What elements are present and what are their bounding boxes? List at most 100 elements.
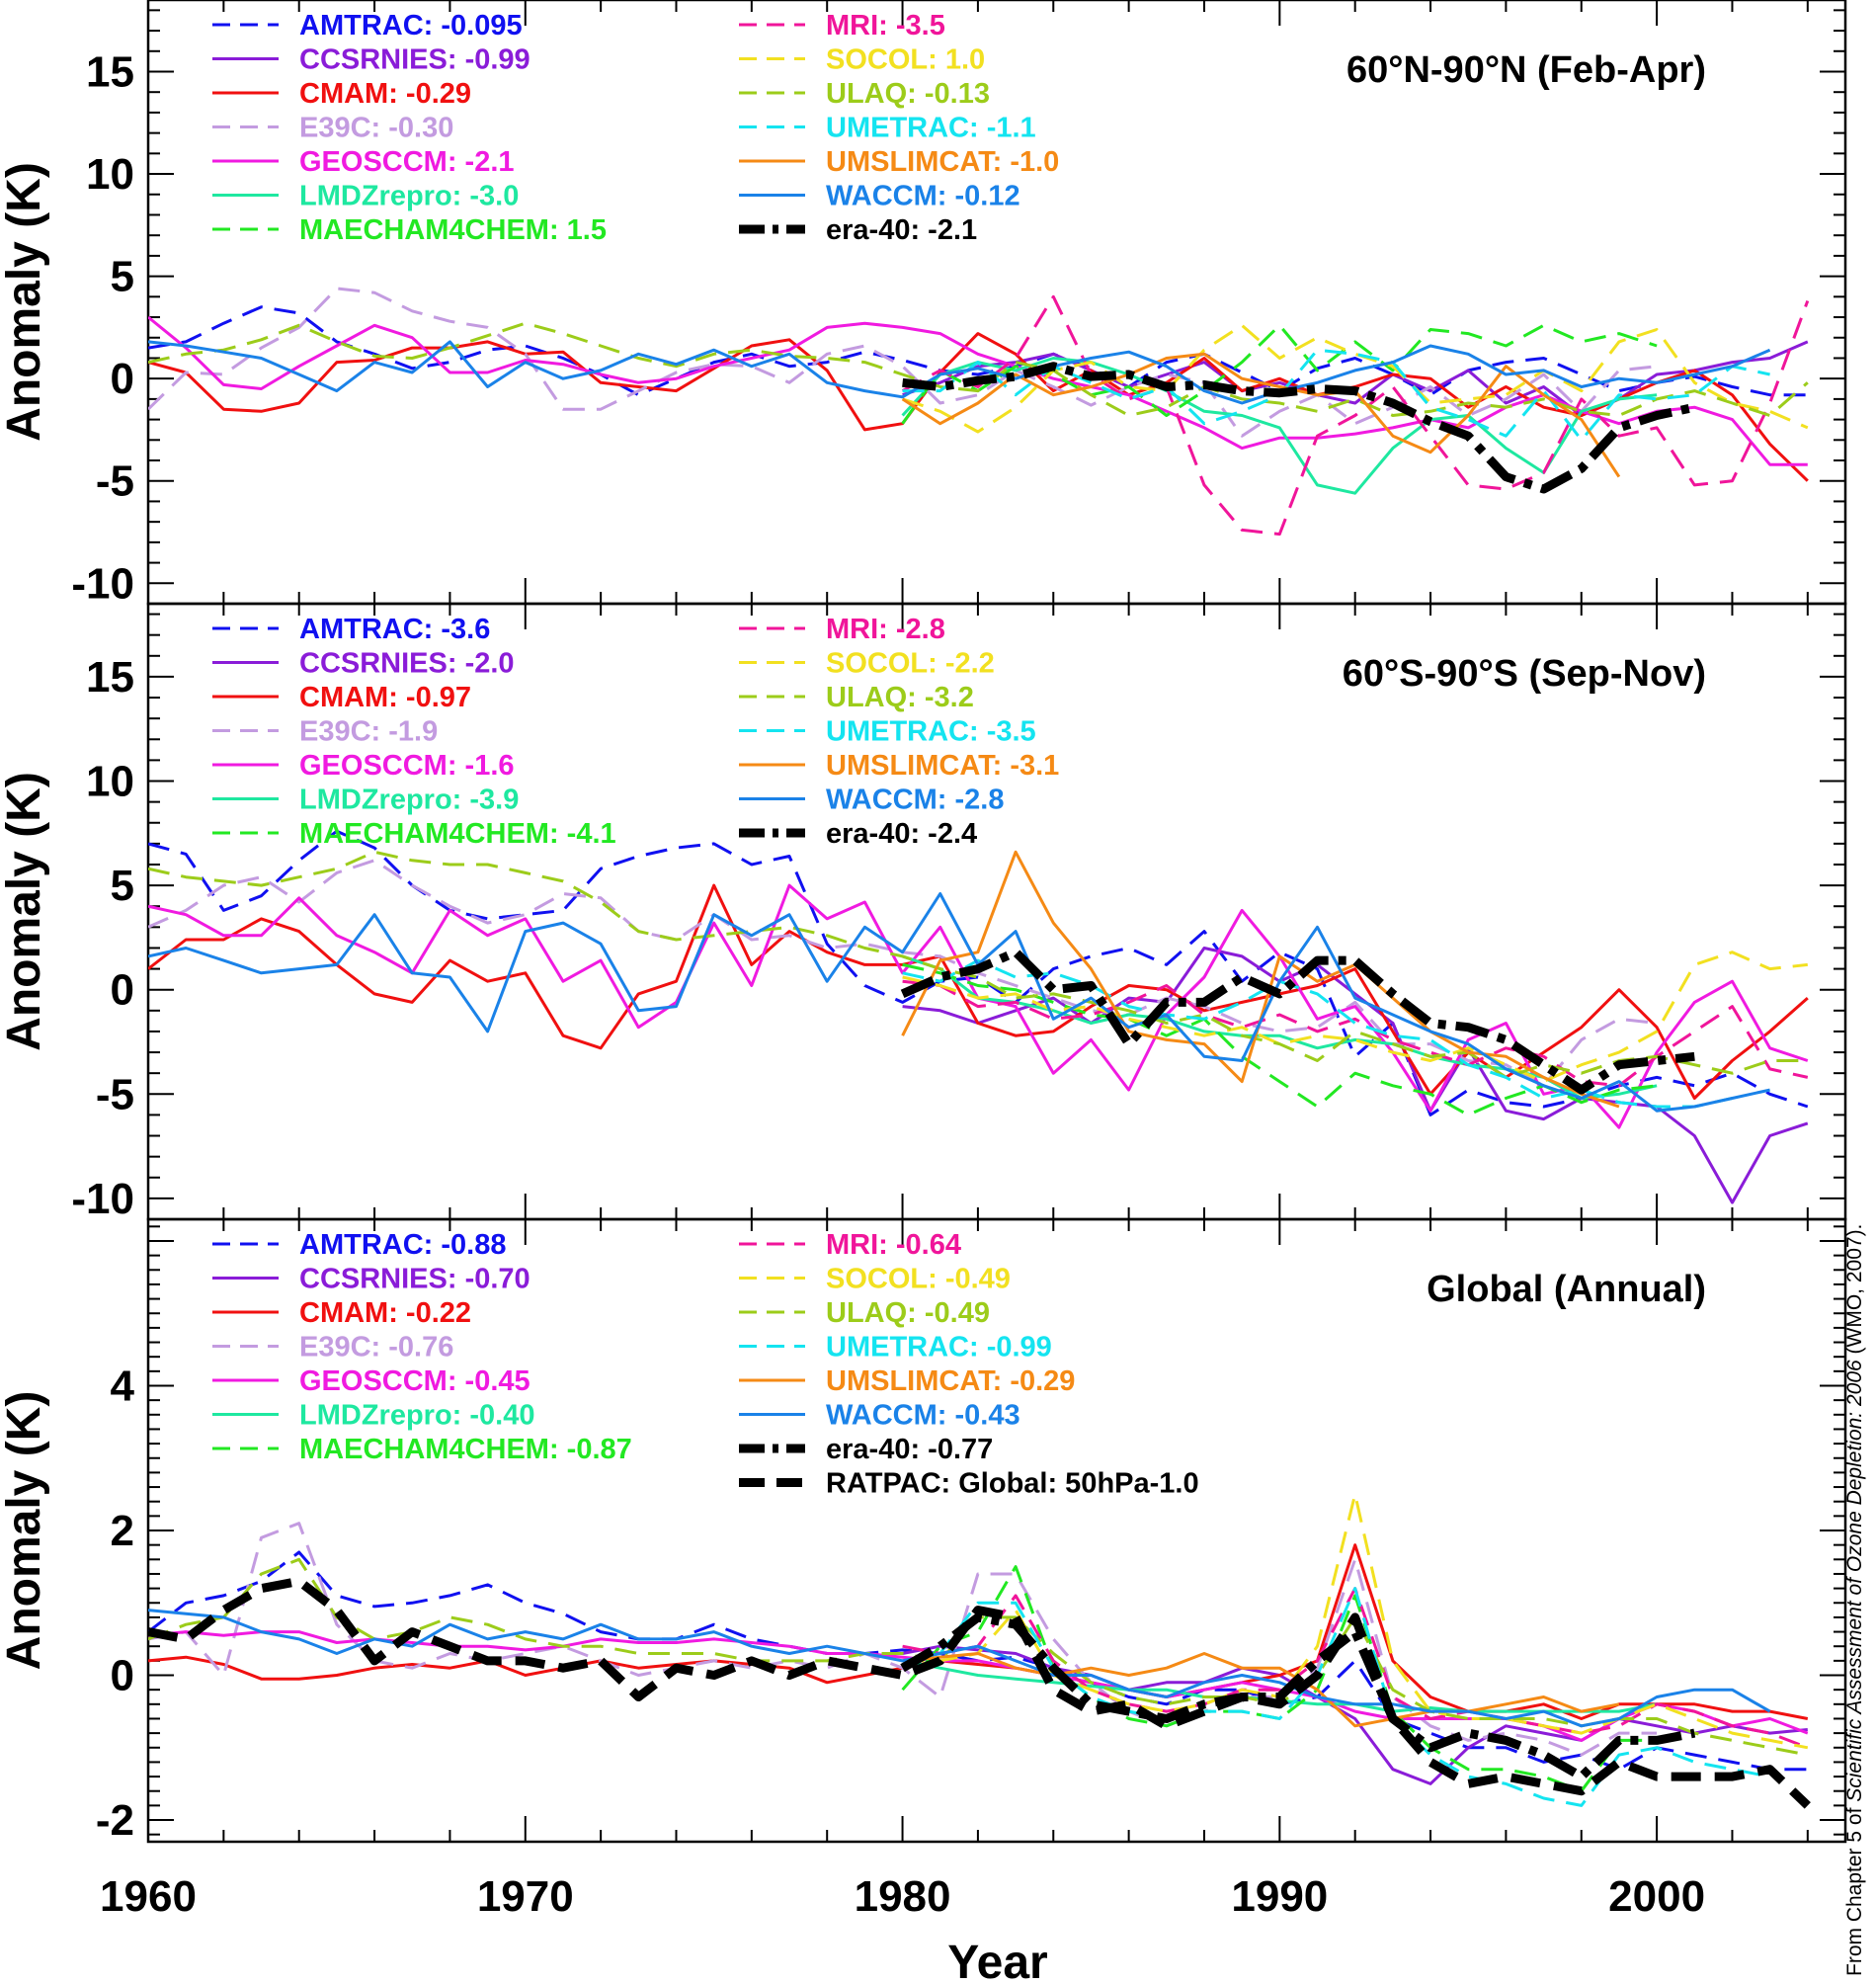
y-tick-label: 2 <box>111 1507 134 1555</box>
y-tick-label: 10 <box>86 758 134 806</box>
series-line-amtrac <box>148 305 1808 397</box>
legend-label-ulaq: ULAQ: -0.49 <box>826 1297 990 1329</box>
y-tick-label: -10 <box>71 559 134 608</box>
series-line-ratpac <box>148 1576 1811 1809</box>
source-credit: From Chapter 5 of Scientific Assessment … <box>1843 1224 1867 1976</box>
y-axis-title: Anomaly (K) <box>0 1391 50 1671</box>
series-line-maecham4chem <box>901 1565 1658 1793</box>
y-tick-label: 0 <box>111 966 134 1015</box>
panel-title: Global (Annual) <box>1427 1269 1706 1310</box>
y-axis-title: Anomaly (K) <box>0 772 50 1051</box>
legend-label-geosccm: GEOSCCM: -1.6 <box>299 750 515 782</box>
y-tick-label: -5 <box>96 1070 134 1118</box>
series-line-waccm <box>148 340 1771 405</box>
series-line-umetrac <box>902 1587 1770 1807</box>
legend-label-e39c: E39C: -0.76 <box>299 1332 453 1364</box>
series-line-waccm <box>148 1609 1771 1728</box>
legend-label-umetrac: UMETRAC: -3.5 <box>826 716 1036 748</box>
series-line-maecham4chem <box>902 962 1658 1116</box>
y-tick-label: 0 <box>111 1652 134 1700</box>
legend-label-socol: SOCOL: 1.0 <box>826 44 985 76</box>
legend-label-lmdzrepro: LMDZrepro: -0.40 <box>299 1400 534 1432</box>
x-tick-label: 1990 <box>1231 1872 1328 1921</box>
legend-label-geosccm: GEOSCCM: -2.1 <box>299 146 515 178</box>
credit-source-title: Scientific Assessment of Ozone Depletion… <box>1843 1360 1866 1802</box>
y-axis-title: Anomaly (K) <box>0 162 50 442</box>
series-line-era-40 <box>900 1612 1696 1781</box>
legend-label-mri: MRI: -2.8 <box>826 614 945 645</box>
legend-label-cmam: CMAM: -0.22 <box>299 1297 471 1329</box>
legend-label-ratpac: RATPAC: Global: 50hPa-1.0 <box>826 1468 1199 1500</box>
y-tick-label: 5 <box>111 862 134 910</box>
legend-label-geosccm: GEOSCCM: -0.45 <box>299 1365 530 1397</box>
series-line-cmam <box>148 332 1809 482</box>
legend-label-umslimcat: UMSLIMCAT: -3.1 <box>826 750 1059 782</box>
legend-label-lmdzrepro: LMDZrepro: -3.9 <box>299 785 519 816</box>
y-tick-label: 15 <box>86 653 134 702</box>
y-tick-label: 0 <box>111 355 134 403</box>
legend-label-ulaq: ULAQ: -0.13 <box>826 78 990 110</box>
series-line-mri <box>901 294 1810 537</box>
y-tick-label: -5 <box>96 457 134 506</box>
legend-label-ulaq: ULAQ: -3.2 <box>826 682 974 713</box>
y-tick-label: -2 <box>96 1796 134 1845</box>
series-line-geosccm <box>148 1630 1809 1742</box>
legend-label-umetrac: UMETRAC: -0.99 <box>826 1332 1052 1364</box>
credit-prefix: From Chapter 5 of <box>1843 1801 1866 1976</box>
legend-label-maecham4chem: MAECHAM4CHEM: -0.87 <box>299 1434 632 1465</box>
series-line-umslimcat <box>902 1652 1620 1728</box>
series-lines <box>148 829 1809 1204</box>
series-line-geosccm <box>148 315 1808 466</box>
series-line-era-40 <box>902 362 1696 494</box>
y-tick-label: 15 <box>86 47 134 96</box>
credit-suffix: (WMO, 2007). <box>1843 1223 1866 1361</box>
series-line-ulaq <box>148 1557 1809 1757</box>
legend-label-amtrac: AMTRAC: -0.095 <box>299 10 523 41</box>
x-tick-label: 1960 <box>100 1872 197 1921</box>
legend-label-mri: MRI: -0.64 <box>826 1229 961 1261</box>
legend-label-e39c: E39C: -0.30 <box>299 113 453 144</box>
chart-panel-2: -10 -5 0 5 10 15 Anomaly (K) AMTRAC: -3.6CCSRNI… <box>0 602 1847 1223</box>
legend-label-mri: MRI: -3.5 <box>826 10 945 41</box>
series-lines <box>148 287 1810 537</box>
panel-title: 60°S-90°S (Sep-Nov) <box>1343 653 1706 695</box>
legend-label-ccsrnies: CCSRNIES: -0.99 <box>299 44 530 76</box>
series-line-socol <box>902 951 1808 1084</box>
series-line-cmam <box>148 1543 1809 1720</box>
series-line-era-40 <box>900 948 1695 1095</box>
legend-label-e39c: E39C: -1.9 <box>299 716 438 748</box>
legend-label-waccm: WACCM: -0.43 <box>826 1400 1020 1432</box>
legend-label-maecham4chem: MAECHAM4CHEM: -4.1 <box>299 818 616 850</box>
x-tick-label: 1980 <box>855 1872 951 1921</box>
legend-label-amtrac: AMTRAC: -0.88 <box>299 1229 506 1261</box>
series-lines <box>148 1492 1811 1809</box>
legend-label-umslimcat: UMSLIMCAT: -0.29 <box>826 1365 1075 1397</box>
x-tick-labels: 1960 1970 1980 1990 2000 <box>100 1872 1705 1921</box>
series-line-ulaq <box>148 321 1809 417</box>
legend-label-waccm: WACCM: -2.8 <box>826 785 1004 816</box>
x-tick-label: 1970 <box>477 1872 574 1921</box>
legend-label-ccsrnies: CCSRNIES: -2.0 <box>299 648 515 680</box>
legend-label-era-40: era-40: -2.1 <box>826 214 977 246</box>
y-tick-label: -10 <box>71 1175 134 1223</box>
chart-panel-1: -10 -5 0 5 10 15 Anomaly (K) AMTRAC: -0.095CCSR… <box>0 0 1847 608</box>
legend-label-cmam: CMAM: -0.97 <box>299 682 471 713</box>
series-line-waccm <box>148 892 1770 1113</box>
y-tick-label: 5 <box>111 253 134 301</box>
panel-title: 60°N-90°N (Feb-Apr) <box>1346 49 1706 91</box>
legend-label-era-40: era-40: -0.77 <box>826 1434 993 1465</box>
legend-label-umslimcat: UMSLIMCAT: -1.0 <box>826 146 1059 178</box>
legend-label-amtrac: AMTRAC: -3.6 <box>299 614 490 645</box>
legend-label-waccm: WACCM: -0.12 <box>826 181 1020 212</box>
legend-label-ccsrnies: CCSRNIES: -0.70 <box>299 1264 530 1295</box>
legend-label-umetrac: UMETRAC: -1.1 <box>826 113 1036 144</box>
series-line-e39c <box>148 287 1658 438</box>
x-axis-title: Year <box>947 1937 1047 1984</box>
legend-label-lmdzrepro: LMDZrepro: -3.0 <box>299 181 519 212</box>
legend-label-socol: SOCOL: -0.49 <box>826 1264 1011 1295</box>
legend-label-cmam: CMAM: -0.29 <box>299 78 471 110</box>
